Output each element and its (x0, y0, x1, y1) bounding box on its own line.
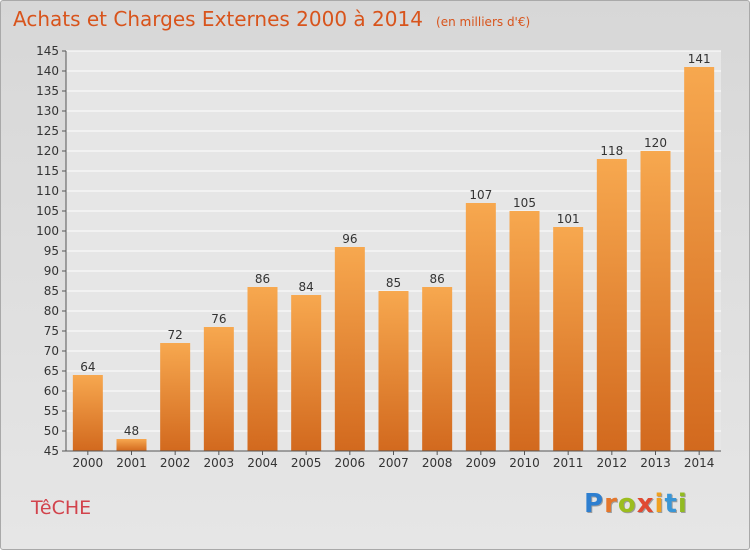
brand-letter: r (604, 489, 618, 519)
data-label-2009: 107 (469, 188, 492, 202)
brand-logo: Proxiti (584, 489, 688, 519)
data-label-2005: 84 (299, 280, 314, 294)
data-label-2011: 101 (557, 212, 580, 226)
y-tick-label: 110 (36, 184, 59, 198)
data-label-2014: 141 (688, 52, 711, 66)
x-tick-label: 2014 (684, 456, 715, 470)
data-label-2003: 76 (211, 312, 226, 326)
y-tick-label: 55 (44, 404, 59, 418)
bar-2006 (334, 247, 365, 451)
bar-2009 (465, 203, 496, 451)
y-tick-label: 85 (44, 284, 59, 298)
y-tick-label: 80 (44, 304, 59, 318)
y-tick-label: 45 (44, 444, 59, 458)
bars: 64 48 72 76 86 84 96 85 86 107 105 101 118 120 141 (72, 52, 715, 451)
bar-2004 (247, 287, 278, 451)
title-block: Achats et Charges Externes 2000 à 2014 (… (13, 7, 530, 31)
y-tick-label: 95 (44, 244, 59, 258)
chart-title: Achats et Charges Externes 2000 à 2014 (13, 7, 423, 31)
y-tick-label: 130 (36, 104, 59, 118)
bar-2011 (553, 227, 584, 451)
place-label: TêCHE (31, 497, 92, 519)
x-tick-label: 2002 (160, 456, 191, 470)
y-tick-label: 105 (36, 204, 59, 218)
bar-2012 (596, 159, 627, 451)
bar-2002 (160, 343, 191, 451)
data-label-2013: 120 (644, 136, 667, 150)
bar-2008 (422, 287, 453, 451)
x-tick-label: 2008 (422, 456, 453, 470)
x-tick-label: 2013 (640, 456, 671, 470)
brand-letter: t (664, 489, 678, 519)
x-tick-label: 2006 (335, 456, 366, 470)
data-label-2012: 118 (600, 144, 623, 158)
y-tick-label: 50 (44, 424, 59, 438)
y-tick-label: 65 (44, 364, 59, 378)
x-tick-label: 2004 (247, 456, 278, 470)
y-tick-label: 70 (44, 344, 59, 358)
data-label-2008: 86 (430, 272, 445, 286)
x-tick-label: 2001 (116, 456, 147, 470)
chart-subtitle: (en milliers d'€) (436, 15, 531, 29)
y-tick-label: 60 (44, 384, 59, 398)
brand-letter: o (617, 489, 637, 519)
x-tick-label: 2007 (378, 456, 409, 470)
y-tick-label: 115 (36, 164, 59, 178)
data-label-2004: 86 (255, 272, 270, 286)
x-tick-label: 2000 (73, 456, 104, 470)
data-label-2000: 64 (80, 360, 95, 374)
brand-letter: P (584, 489, 605, 519)
y-tick-label: 125 (36, 124, 59, 138)
x-tick-label: 2012 (597, 456, 628, 470)
bar-2007 (378, 291, 409, 451)
brand-letter: i (677, 489, 688, 519)
brand-letter: i (654, 489, 665, 519)
bar-2003 (203, 327, 234, 451)
y-tick-label: 140 (36, 64, 59, 78)
bar-2013 (640, 151, 671, 451)
x-tick-label: 2005 (291, 456, 322, 470)
data-label-2006: 96 (342, 232, 357, 246)
bar-2000 (72, 375, 103, 451)
x-tick-label: 2011 (553, 456, 584, 470)
bar-2014 (684, 67, 715, 451)
axes: 45 50 55 60 65 70 75 80 85 90 95 100 105 110 115 120 125… (36, 44, 721, 470)
data-label-2007: 85 (386, 276, 401, 290)
y-tick-label: 90 (44, 264, 59, 278)
bar-2005 (291, 295, 322, 451)
data-label-2010: 105 (513, 196, 536, 210)
data-label-2001: 48 (124, 424, 139, 438)
y-tick-label: 145 (36, 44, 59, 58)
bar-2001 (116, 439, 147, 451)
x-tick-label: 2010 (509, 456, 540, 470)
brand-letter: x (636, 489, 655, 519)
x-tick-label: 2003 (204, 456, 235, 470)
y-tick-label: 135 (36, 84, 59, 98)
y-tick-label: 75 (44, 324, 59, 338)
y-tick-label: 120 (36, 144, 59, 158)
y-tick-label: 100 (36, 224, 59, 238)
data-label-2002: 72 (168, 328, 183, 342)
x-tick-label: 2009 (466, 456, 497, 470)
bar-2010 (509, 211, 540, 451)
